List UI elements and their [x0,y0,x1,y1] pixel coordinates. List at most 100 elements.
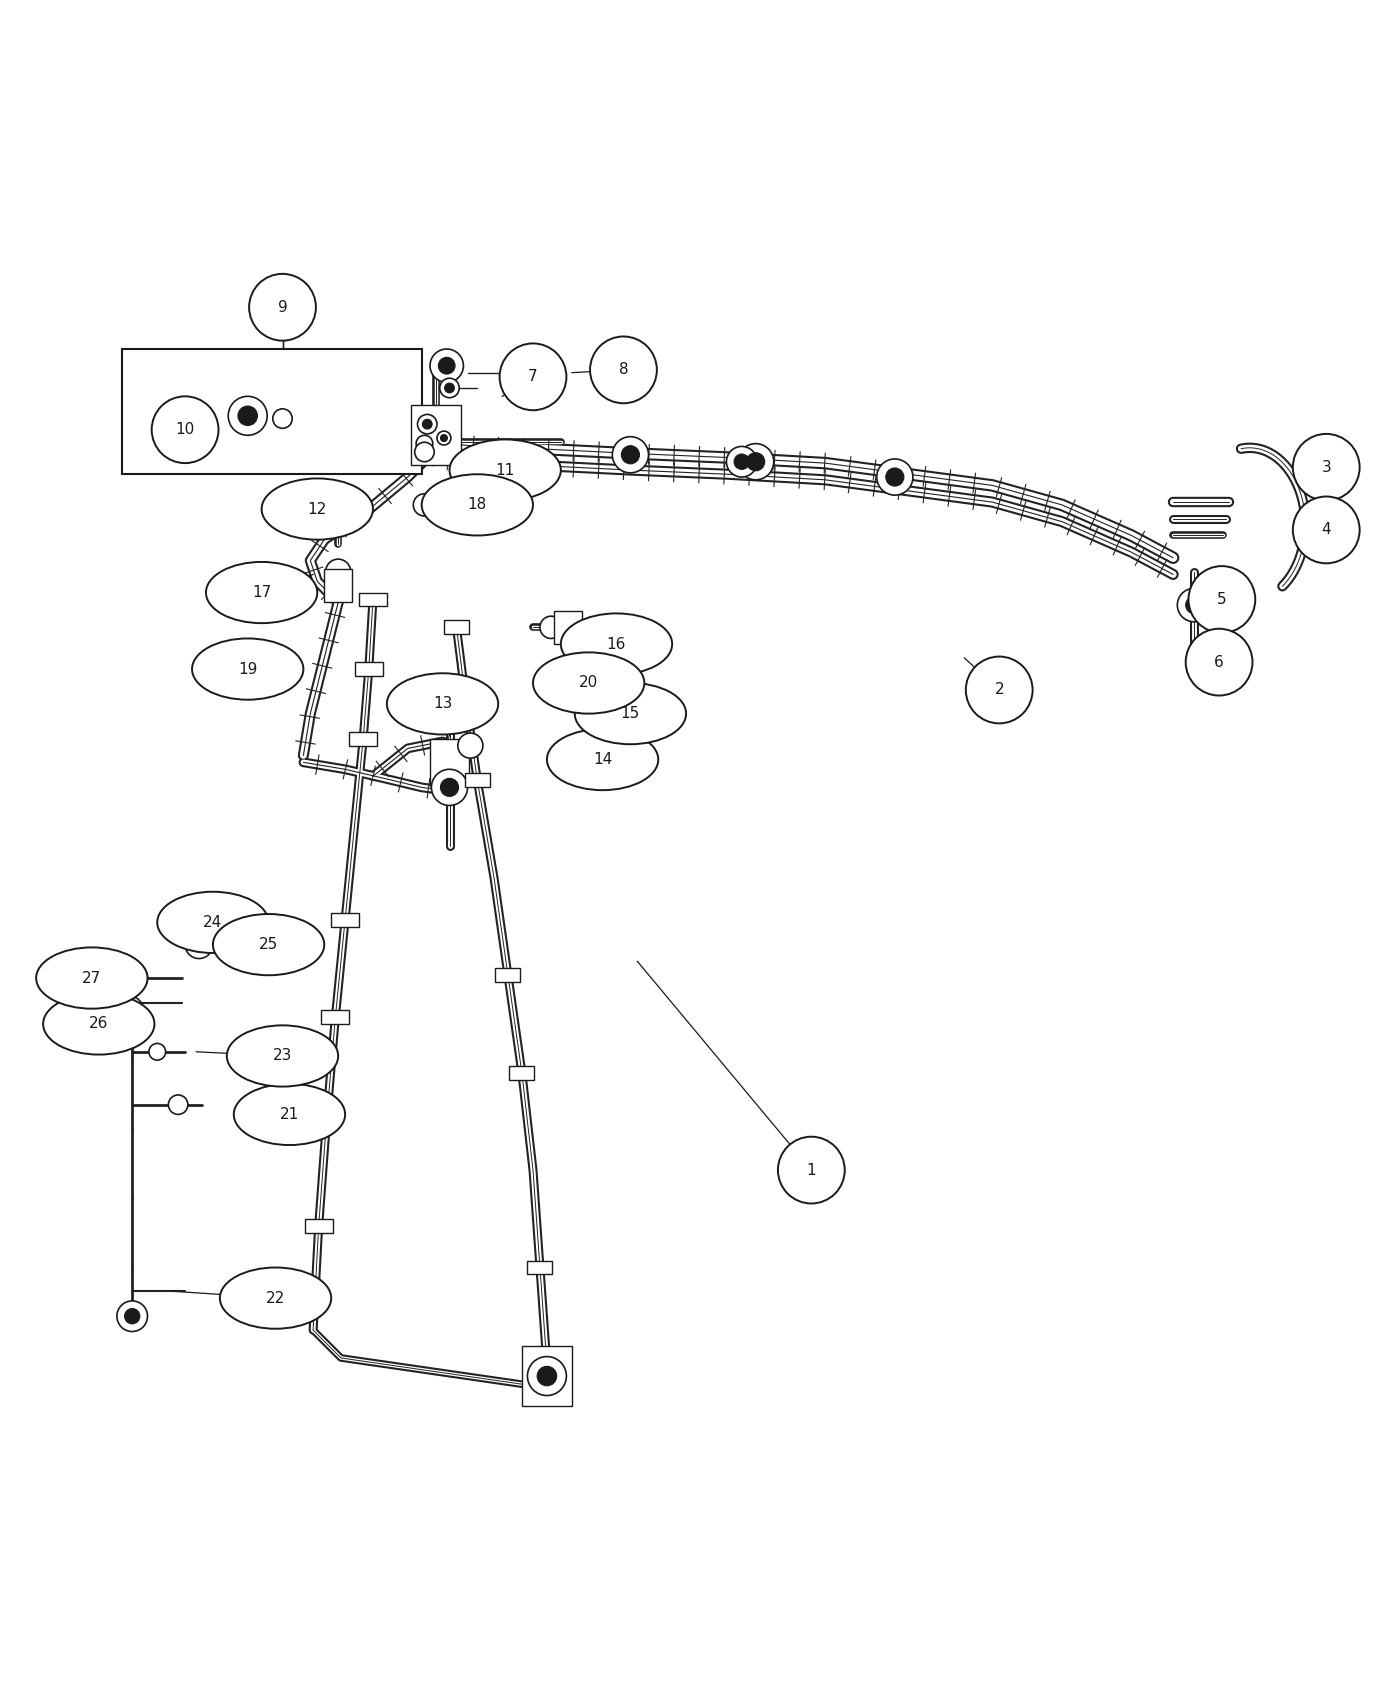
Circle shape [612,437,648,473]
Bar [314,1107,342,1122]
Circle shape [116,1300,147,1331]
Text: 1: 1 [806,1163,816,1178]
Circle shape [876,459,913,495]
Ellipse shape [262,478,372,539]
Circle shape [438,357,455,374]
Text: 18: 18 [468,498,487,512]
Bar [430,740,469,785]
Ellipse shape [449,440,561,502]
Circle shape [440,377,459,398]
Bar [444,620,469,634]
Bar [332,913,358,927]
Ellipse shape [43,993,154,1054]
Circle shape [116,962,147,993]
Ellipse shape [36,947,147,1008]
Circle shape [1292,496,1359,563]
Circle shape [125,971,140,986]
Text: 17: 17 [252,585,272,600]
Circle shape [622,445,640,464]
Ellipse shape [547,729,658,790]
Bar [122,348,421,474]
Text: 13: 13 [433,697,452,711]
Ellipse shape [533,653,644,714]
Ellipse shape [575,683,686,745]
Circle shape [168,1095,188,1115]
Bar [354,661,382,677]
Bar [554,610,582,644]
Ellipse shape [421,474,533,536]
Circle shape [115,996,143,1023]
Circle shape [416,435,433,452]
Text: 24: 24 [203,915,223,930]
Text: 23: 23 [273,1049,293,1064]
Ellipse shape [157,892,269,954]
Text: 12: 12 [308,502,328,517]
Bar [522,1346,573,1406]
Ellipse shape [386,673,498,734]
Ellipse shape [227,1025,339,1086]
Circle shape [417,415,437,434]
Ellipse shape [234,1085,346,1146]
Circle shape [886,468,904,486]
Text: 19: 19 [238,661,258,677]
Circle shape [1203,631,1228,656]
Text: 15: 15 [620,706,640,721]
Circle shape [273,408,293,428]
Circle shape [746,452,764,471]
Circle shape [528,1357,567,1396]
Bar [325,570,351,602]
Circle shape [966,656,1033,724]
Circle shape [538,1367,557,1386]
Text: 26: 26 [90,1017,108,1032]
Bar [410,405,461,466]
Circle shape [1186,629,1253,695]
Bar [528,1260,553,1275]
Circle shape [441,435,448,442]
Circle shape [148,1044,165,1061]
Circle shape [589,337,657,403]
Text: 10: 10 [175,422,195,437]
Text: 4: 4 [1322,522,1331,537]
Circle shape [122,1003,136,1017]
Circle shape [734,454,749,469]
Text: 6: 6 [1214,654,1224,670]
Circle shape [192,938,206,952]
Circle shape [430,348,463,382]
Text: 16: 16 [606,636,626,651]
Circle shape [238,406,258,425]
Text: 21: 21 [280,1107,300,1122]
Text: 27: 27 [83,971,101,986]
Text: 11: 11 [496,462,515,478]
Circle shape [437,432,451,445]
Bar [510,1066,535,1080]
Bar [496,969,521,983]
Circle shape [413,493,435,517]
Circle shape [738,444,774,479]
Circle shape [431,770,468,806]
Text: 14: 14 [594,751,612,767]
Ellipse shape [561,614,672,675]
Circle shape [458,733,483,758]
Circle shape [125,1309,140,1324]
Circle shape [778,1137,844,1204]
Circle shape [1189,566,1256,632]
Circle shape [414,442,434,462]
Circle shape [151,396,218,462]
Circle shape [249,274,316,340]
Text: 9: 9 [277,299,287,314]
Circle shape [228,396,267,435]
Circle shape [540,615,563,639]
Circle shape [326,559,350,585]
Circle shape [1177,588,1211,622]
Text: 22: 22 [266,1290,286,1306]
Text: 8: 8 [619,362,629,377]
Text: 20: 20 [580,675,598,690]
Circle shape [1292,434,1359,502]
Ellipse shape [192,639,304,700]
Circle shape [423,420,433,428]
Circle shape [500,343,567,410]
Text: 7: 7 [528,369,538,384]
Circle shape [185,930,213,959]
Bar [305,1219,333,1232]
Ellipse shape [213,915,325,976]
